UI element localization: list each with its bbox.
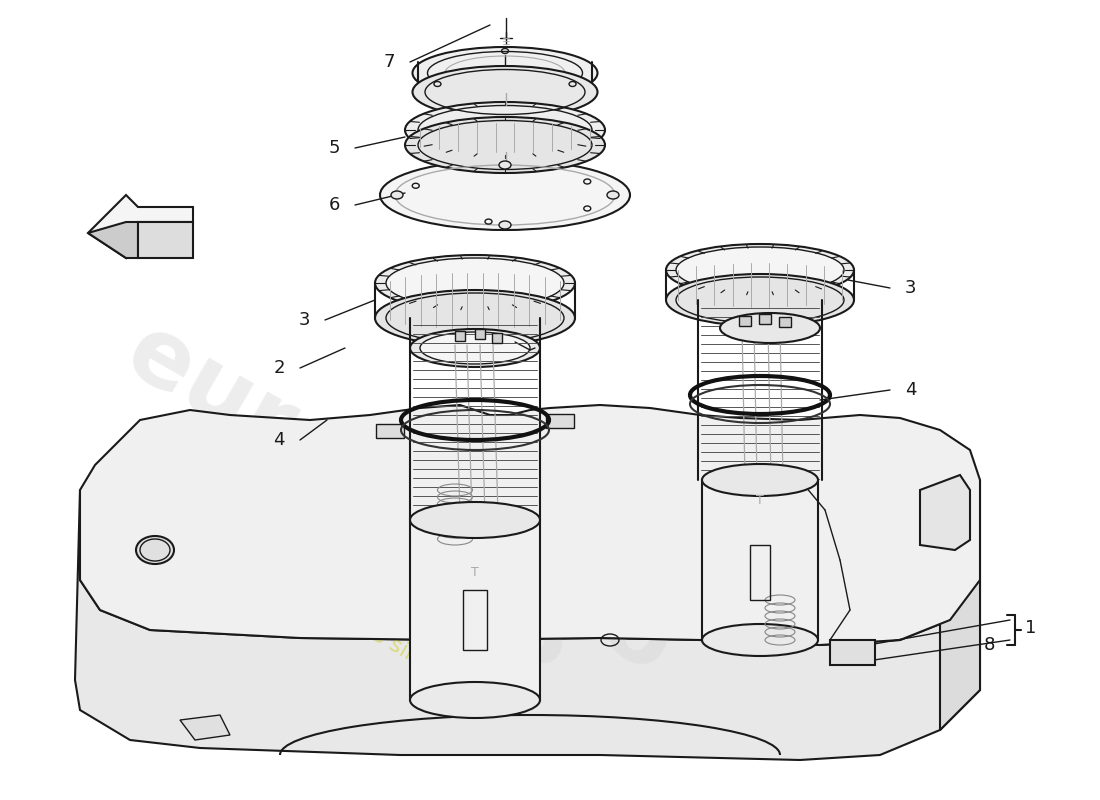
Polygon shape: [376, 424, 404, 438]
Polygon shape: [138, 222, 192, 258]
Polygon shape: [75, 490, 980, 760]
Polygon shape: [80, 405, 980, 645]
Text: parts: parts: [265, 444, 595, 696]
Polygon shape: [830, 640, 874, 665]
Polygon shape: [475, 329, 485, 339]
Polygon shape: [920, 475, 970, 550]
Ellipse shape: [702, 624, 818, 656]
Text: 3: 3: [905, 279, 916, 297]
Text: 3: 3: [298, 311, 310, 329]
Ellipse shape: [666, 244, 854, 296]
Ellipse shape: [386, 258, 564, 308]
Ellipse shape: [702, 464, 818, 496]
Polygon shape: [455, 331, 465, 341]
Polygon shape: [940, 480, 980, 730]
Ellipse shape: [607, 191, 619, 199]
Ellipse shape: [375, 290, 575, 346]
Ellipse shape: [410, 682, 540, 718]
Polygon shape: [180, 715, 230, 740]
Ellipse shape: [136, 536, 174, 564]
Polygon shape: [759, 314, 771, 324]
Polygon shape: [492, 333, 502, 343]
Text: 7: 7: [384, 53, 395, 71]
Ellipse shape: [499, 161, 512, 169]
Ellipse shape: [412, 47, 597, 99]
Text: 6: 6: [329, 196, 340, 214]
Ellipse shape: [420, 332, 530, 364]
Polygon shape: [88, 195, 192, 258]
Ellipse shape: [410, 502, 540, 538]
Text: T: T: [756, 494, 763, 506]
Polygon shape: [739, 316, 751, 326]
Text: 4: 4: [905, 381, 916, 399]
Ellipse shape: [405, 102, 605, 158]
Polygon shape: [779, 317, 791, 327]
Text: a passion for parts since 1985: a passion for parts since 1985: [199, 527, 500, 713]
Polygon shape: [546, 414, 574, 428]
Text: 5: 5: [329, 139, 340, 157]
Ellipse shape: [379, 160, 630, 230]
Ellipse shape: [666, 274, 854, 326]
Ellipse shape: [499, 221, 512, 229]
Text: 2: 2: [274, 359, 285, 377]
Ellipse shape: [390, 191, 403, 199]
Text: europeauto: europeauto: [110, 306, 690, 694]
Polygon shape: [88, 222, 138, 258]
Polygon shape: [702, 480, 818, 640]
Ellipse shape: [412, 66, 597, 118]
Ellipse shape: [375, 255, 575, 311]
Text: 4: 4: [274, 431, 285, 449]
Text: 8: 8: [983, 636, 996, 654]
Ellipse shape: [676, 247, 844, 293]
Polygon shape: [410, 520, 540, 700]
Ellipse shape: [720, 313, 820, 343]
Text: 1: 1: [1025, 619, 1036, 637]
Text: T: T: [471, 566, 478, 578]
Ellipse shape: [405, 117, 605, 173]
Ellipse shape: [410, 329, 540, 367]
